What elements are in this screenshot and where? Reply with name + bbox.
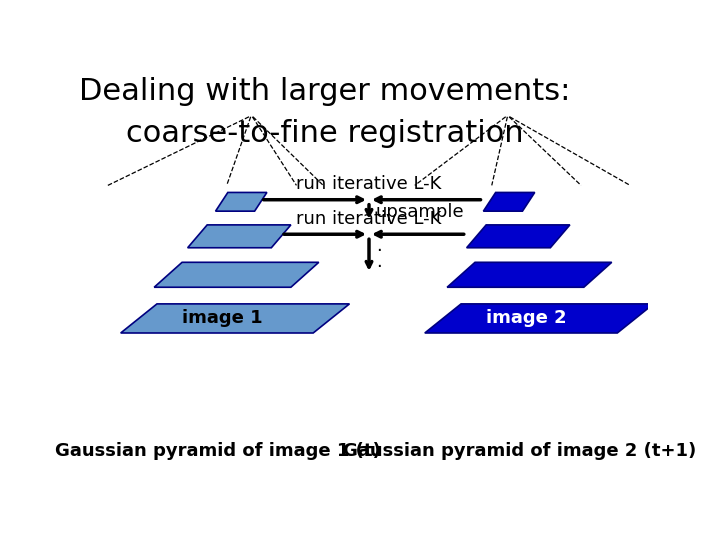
Polygon shape <box>483 192 535 211</box>
Polygon shape <box>447 262 612 287</box>
Text: Gaussian pyramid of image 2 (t+1): Gaussian pyramid of image 2 (t+1) <box>343 442 696 460</box>
Text: ·
·
·: · · · <box>376 225 382 276</box>
Text: run iterative L-K: run iterative L-K <box>297 210 441 228</box>
Polygon shape <box>467 225 570 248</box>
Polygon shape <box>425 304 654 333</box>
Text: coarse-to-fine registration: coarse-to-fine registration <box>125 119 523 148</box>
Text: Dealing with larger movements:: Dealing with larger movements: <box>78 77 570 106</box>
Polygon shape <box>215 192 267 211</box>
Text: image 1: image 1 <box>182 309 263 327</box>
Polygon shape <box>121 304 349 333</box>
Text: image 2: image 2 <box>486 309 567 327</box>
Polygon shape <box>188 225 291 248</box>
Text: run iterative L-K: run iterative L-K <box>297 176 441 193</box>
Text: Gaussian pyramid of image 1 (t): Gaussian pyramid of image 1 (t) <box>55 442 381 460</box>
Text: upsample: upsample <box>376 203 464 221</box>
Polygon shape <box>154 262 319 287</box>
